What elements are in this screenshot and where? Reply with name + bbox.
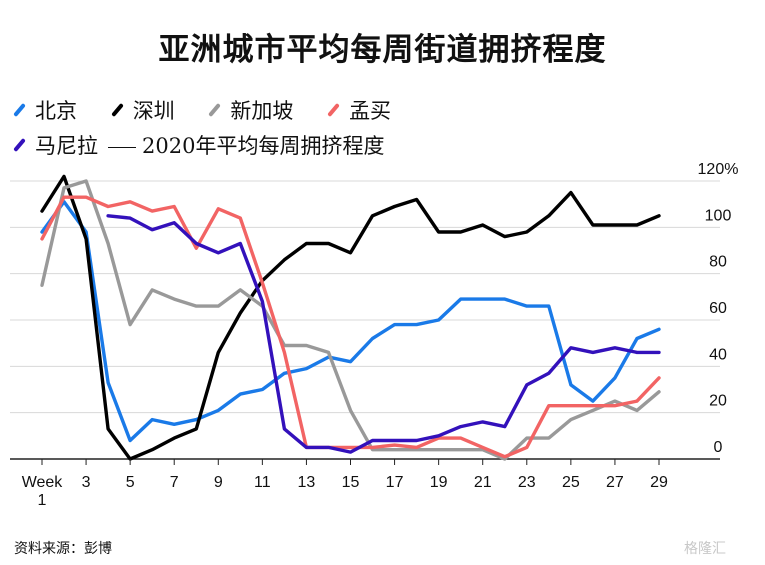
legend-dash — [108, 146, 136, 148]
legend-item-beijing: 北京 — [12, 95, 77, 125]
x-tick-label: 17 — [386, 474, 404, 491]
y-tick-label: 20 — [709, 393, 727, 410]
grid — [10, 180, 720, 460]
y-axis-ticks: 0 20 40 60 80 100 120% — [698, 161, 739, 456]
y-tick-label: 0 — [714, 439, 723, 456]
chart-title: 亚洲城市平均每周街道拥挤程度 — [158, 32, 607, 68]
x-tick-label: 29 — [650, 474, 668, 491]
series-line-1 — [40, 174, 661, 461]
legend-label-shenzhen: 深圳 — [132, 99, 175, 123]
series-lines — [40, 174, 661, 461]
legend-label-mumbai: 孟买 — [349, 99, 392, 123]
legend-item-shenzhen: 深圳 — [110, 95, 175, 125]
watermark: 格隆汇 — [684, 541, 726, 557]
y-tick-label: 40 — [709, 346, 727, 363]
x-tick-label: 7 — [170, 474, 179, 491]
y-tick-label: 120% — [698, 161, 739, 178]
legend-label-singapore: 新加坡 — [230, 99, 294, 123]
series-line-3 — [40, 195, 661, 459]
x-tick-label: 9 — [214, 474, 223, 491]
legend-row-1: 北京 深圳 新加坡 孟买 — [12, 95, 417, 125]
y-tick-label: 60 — [709, 300, 727, 317]
series-line-0 — [40, 200, 661, 443]
x-tick-label: 23 — [518, 474, 536, 491]
x-tick-label: 25 — [562, 474, 580, 491]
legend-item-mumbai: 孟买 — [326, 95, 391, 125]
legend-item-manila: 马尼拉 — [12, 130, 98, 160]
legend-label-average: 2020年平均每周拥挤程度 — [142, 134, 385, 158]
series-line-4 — [106, 214, 661, 454]
y-tick-label: 80 — [709, 254, 727, 271]
x-tick-label: 19 — [430, 474, 448, 491]
source-note: 资料来源：彭博 — [14, 541, 112, 557]
x-tick-label: 11 — [254, 474, 271, 491]
y-tick-label: 100 — [705, 207, 732, 224]
x-tick-label: 15 — [342, 474, 360, 491]
legend-label-beijing: 北京 — [35, 99, 77, 123]
legend-item-singapore: 新加坡 — [207, 95, 293, 125]
x-tick-label: 5 — [126, 474, 135, 491]
series-line-2 — [40, 179, 661, 461]
x-tick-label: 1 — [38, 492, 47, 509]
legend-label-manila: 马尼拉 — [35, 134, 98, 158]
x-tick-label: 3 — [82, 474, 91, 491]
x-tick-label: 21 — [474, 474, 492, 491]
x-tick-label: 13 — [298, 474, 316, 491]
legend-row-2: 马尼拉 2020年平均每周拥挤程度 — [12, 130, 384, 160]
x-tick-label: 27 — [606, 474, 624, 491]
x-tick-label: Week — [22, 474, 64, 491]
